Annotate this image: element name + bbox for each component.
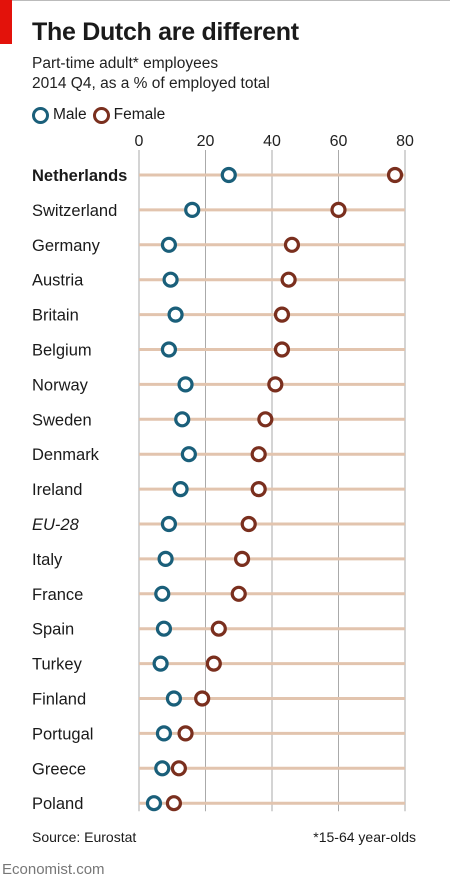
point-male-2 [160, 236, 178, 253]
chart-subtitle: Part-time adult* employees 2014 Q4, as a… [32, 54, 270, 94]
point-female-3 [280, 271, 297, 288]
category-label-11: Italy [32, 551, 63, 569]
category-label-17: Greece [32, 760, 86, 778]
point-male-16 [155, 725, 173, 742]
point-male-3 [162, 271, 179, 288]
point-male-12 [154, 585, 171, 602]
category-label-12: France [32, 586, 83, 604]
point-male-9 [172, 481, 189, 498]
point-female-12 [230, 585, 247, 602]
category-label-9: Ireland [32, 481, 82, 499]
point-male-4 [167, 306, 184, 323]
point-female-8 [250, 446, 267, 463]
category-label-5: Belgium [32, 342, 92, 360]
point-female-1 [330, 201, 347, 218]
point-female-9 [250, 481, 267, 498]
legend-label-female: Female [113, 106, 166, 123]
category-label-14: Turkey [32, 656, 83, 674]
point-female-18 [165, 795, 183, 812]
source-note: Source: Eurostat [32, 829, 137, 845]
point-female-0 [386, 166, 404, 184]
category-label-16: Portugal [32, 725, 93, 743]
category-label-18: Poland [32, 795, 83, 813]
category-label-2: Germany [32, 237, 101, 255]
point-male-14 [152, 655, 169, 672]
category-label-10: EU-28 [32, 516, 80, 534]
category-label-0: Netherlands [32, 167, 127, 185]
point-male-6 [177, 376, 194, 393]
legend-label-male: Male [53, 106, 87, 123]
footnote: *15-64 year-olds [313, 829, 416, 845]
x-tick-label-80: 80 [396, 133, 414, 150]
subtitle-line-1: Part-time adult* employees [32, 55, 219, 72]
category-label-7: Sweden [32, 411, 92, 429]
category-label-8: Denmark [32, 446, 100, 464]
brand-footer: Economist.com [2, 861, 105, 878]
point-male-8 [180, 446, 197, 463]
top-rule [12, 0, 450, 1]
point-male-5 [160, 341, 178, 358]
category-label-6: Norway [32, 376, 89, 394]
point-female-11 [233, 550, 251, 568]
chart-title: The Dutch are different [32, 18, 299, 46]
point-female-4 [273, 306, 291, 323]
point-female-10 [240, 515, 257, 533]
point-male-7 [174, 411, 191, 428]
point-male-10 [160, 515, 178, 533]
point-female-2 [283, 236, 301, 253]
point-female-7 [257, 411, 274, 428]
legend-swatch-female [92, 106, 110, 124]
point-female-16 [177, 725, 194, 742]
point-male-13 [155, 620, 173, 637]
legend-item-female: Female [92, 106, 166, 124]
point-male-17 [154, 760, 171, 777]
x-tick-label-20: 20 [197, 133, 215, 150]
point-male-18 [145, 795, 163, 812]
legend-swatch-male [32, 106, 49, 124]
subtitle-line-2: 2014 Q4, as a % of employed total [32, 75, 270, 92]
x-tick-label-40: 40 [263, 133, 281, 150]
point-female-6 [267, 376, 284, 393]
point-female-13 [210, 620, 227, 637]
point-female-5 [273, 341, 291, 358]
category-label-4: Britain [32, 307, 79, 325]
point-female-15 [194, 690, 211, 707]
legend-item-male: Male [32, 106, 87, 124]
point-female-14 [205, 655, 222, 672]
category-label-13: Spain [32, 621, 74, 639]
category-label-3: Austria [32, 272, 84, 290]
point-male-11 [157, 550, 174, 568]
x-tick-label-0: 0 [135, 133, 144, 150]
x-tick-label-60: 60 [330, 133, 348, 150]
brand-red-tag [0, 0, 12, 44]
point-male-0 [220, 166, 237, 184]
legend: Male Female [32, 106, 171, 124]
category-label-1: Switzerland [32, 202, 117, 220]
point-male-15 [165, 690, 183, 707]
category-label-15: Finland [32, 691, 86, 709]
point-male-1 [184, 201, 201, 218]
point-female-17 [170, 760, 187, 777]
